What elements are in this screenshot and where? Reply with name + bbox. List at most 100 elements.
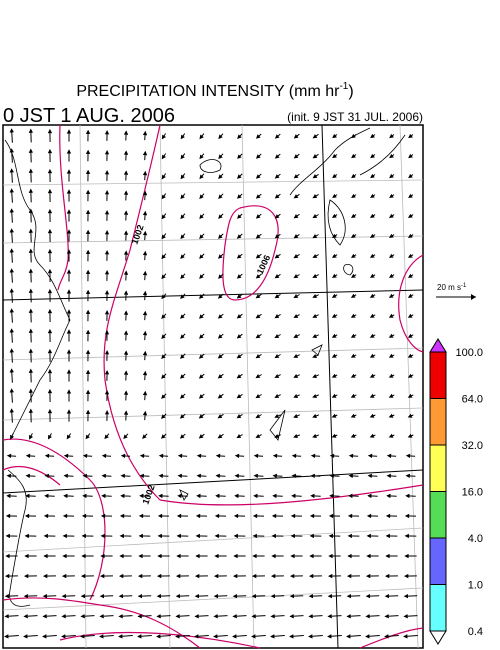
wind-arrow: [119, 513, 132, 519]
wind-arrow: [66, 209, 72, 222]
wind-arrow: [104, 149, 110, 161]
wind-arrow: [274, 334, 281, 339]
wind-arrow: [23, 614, 38, 619]
wind-arrow: [28, 308, 34, 323]
wind-arrow: [350, 293, 357, 298]
wind-arrow: [161, 133, 167, 140]
wind-arrow: [66, 269, 72, 282]
wind-arrow: [274, 393, 281, 398]
wind-arrow: [351, 133, 357, 139]
wind-arrow: [123, 330, 129, 341]
wind-arrow: [251, 614, 266, 619]
wind-arrow: [123, 370, 129, 381]
wind-arrow: [179, 393, 186, 399]
wind-arrow: [237, 133, 243, 139]
wind-arrow: [47, 268, 53, 283]
wind-arrow: [407, 393, 414, 398]
wind-arrow: [175, 573, 189, 579]
wind-arrow: [331, 253, 338, 258]
wind-arrow: [327, 614, 342, 619]
wind-arrow: [407, 253, 414, 258]
wind-arrow: [47, 348, 53, 363]
wind-arrow: [196, 493, 207, 499]
wind-arrow: [5, 533, 18, 539]
wind-arrow: [329, 473, 340, 479]
wind-arrow: [80, 593, 95, 599]
wind-arrow: [252, 513, 265, 519]
wind-arrow: [82, 473, 93, 479]
wind-arrow: [350, 273, 357, 278]
wind-arrow: [293, 233, 300, 239]
wind-arrow: [388, 353, 395, 358]
wind-arrow: [142, 290, 148, 301]
wind-arrow: [194, 614, 209, 619]
wind-arrow: [85, 269, 91, 282]
wind-arrow: [104, 189, 110, 201]
wind-arrow: [66, 249, 72, 262]
wind-arrow: [5, 553, 18, 559]
wind-arrow: [161, 153, 167, 160]
wind-arrow: [66, 229, 72, 242]
wind-arrow: [331, 393, 338, 398]
wind-arrow: [66, 433, 72, 440]
wind-arrow: [369, 253, 376, 258]
wind-arrow: [180, 333, 186, 339]
wind-arrow: [312, 433, 319, 439]
wind-arrow: [255, 273, 262, 279]
wind-arrow: [408, 133, 414, 139]
wind-arrow: [139, 493, 150, 499]
wind-arrow: [4, 593, 19, 599]
wind-arrow: [270, 573, 284, 579]
wind-arrow: [180, 193, 186, 200]
wind-arrow: [104, 349, 110, 361]
wind-arrow: [5, 513, 18, 519]
wind-arrow: [161, 313, 167, 320]
wind-arrow: [274, 133, 281, 139]
wind-arrow: [407, 313, 414, 318]
wind-arrow: [312, 333, 319, 338]
wind-arrow: [80, 573, 94, 579]
wind-arrow: [23, 593, 38, 599]
wind-arrow: [99, 573, 113, 579]
wind-arrow: [158, 453, 169, 459]
wind-arrow: [389, 193, 395, 199]
wind-arrow: [47, 308, 53, 323]
wind-arrow: [157, 513, 170, 519]
wind-arrow: [369, 353, 376, 358]
wind-arrow: [25, 453, 36, 459]
wind-arrow: [198, 353, 205, 359]
wind-arrow: [104, 433, 110, 440]
wind-arrow: [161, 193, 167, 200]
wind-arrow: [47, 188, 53, 203]
wind-arrow: [43, 513, 56, 519]
wind-arrow: [180, 213, 186, 220]
wind-arrow: [386, 493, 397, 499]
wind-arrow: [369, 373, 376, 378]
wind-arrow: [407, 373, 414, 378]
isobars: [2, 124, 424, 649]
wind-arrow: [63, 453, 74, 459]
wind-arrow: [331, 233, 338, 239]
wind-arrow: [350, 353, 357, 358]
wind-arrow: [47, 148, 53, 163]
wind-arrow: [161, 433, 167, 439]
wind-arrow: [175, 593, 190, 599]
wind-arrow: [232, 614, 247, 619]
wind-arrow: [388, 273, 395, 278]
wind-arrow: [85, 169, 91, 182]
wind-arrow: [347, 513, 360, 519]
wind-arrow: [408, 173, 414, 179]
wind-arrow: [66, 409, 72, 422]
wind-arrow: [123, 210, 129, 221]
wind-arrow: [217, 433, 224, 439]
wind-arrow: [100, 513, 113, 519]
wind-arrow: [255, 293, 262, 299]
wind-arrow: [251, 593, 266, 599]
wind-arrow: [404, 553, 417, 559]
wind-arrow: [24, 553, 37, 559]
wind-arrow: [236, 233, 243, 239]
wind-arrow: [237, 193, 243, 199]
wind-arrow: [6, 493, 17, 499]
wind-arrow: [271, 513, 284, 519]
wind-arrow: [123, 390, 129, 401]
